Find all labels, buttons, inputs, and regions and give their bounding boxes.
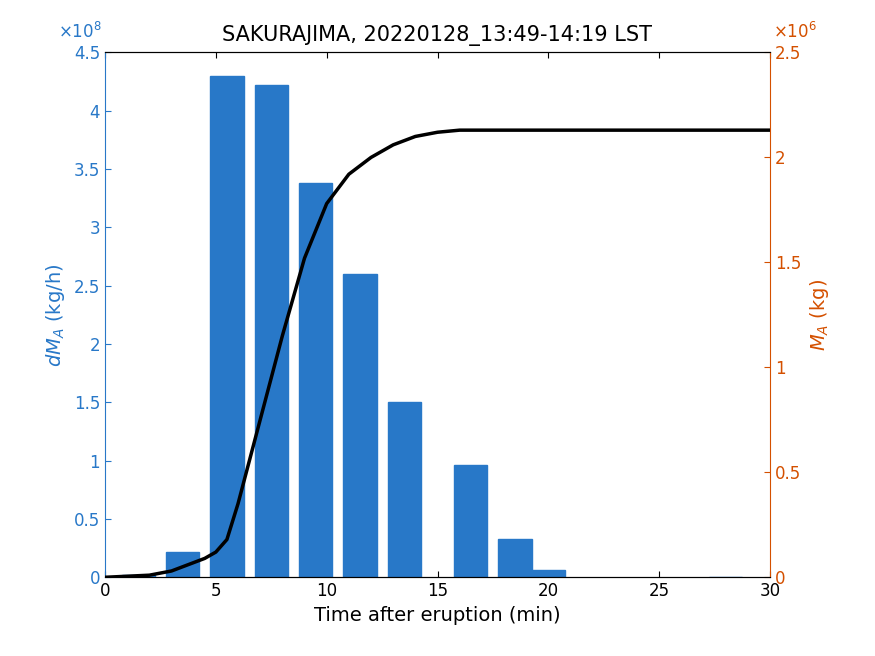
Bar (343, 274, 376, 577)
Title: SAKURAJIMA, 20220128_13:49-14:19 LST: SAKURAJIMA, 20220128_13:49-14:19 LST (222, 26, 653, 47)
Text: $\times10^6$: $\times10^6$ (773, 22, 816, 42)
Y-axis label: $dM_A$ (kg/h): $dM_A$ (kg/h) (44, 263, 66, 367)
Bar (454, 465, 487, 577)
Bar (299, 183, 332, 577)
Bar (210, 76, 243, 577)
X-axis label: Time after eruption (min): Time after eruption (min) (314, 605, 561, 625)
Bar (388, 402, 421, 577)
Bar (166, 552, 200, 577)
Bar (532, 569, 565, 577)
Bar (122, 575, 155, 577)
Bar (255, 85, 288, 577)
Bar (499, 539, 532, 577)
Text: $\times10^8$: $\times10^8$ (59, 22, 102, 42)
Y-axis label: $M_A$ (kg): $M_A$ (kg) (808, 279, 831, 351)
